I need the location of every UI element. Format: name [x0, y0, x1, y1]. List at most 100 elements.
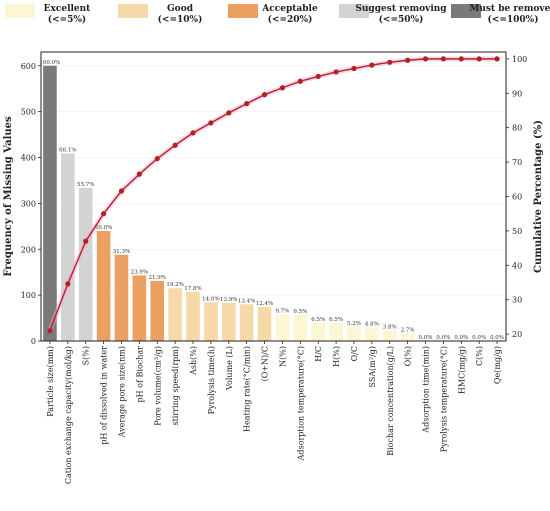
- bar-data-label: 21.9%: [149, 275, 166, 281]
- cumulative-point: [279, 85, 286, 91]
- bar: [382, 330, 397, 341]
- bar: [221, 302, 236, 341]
- cumulative-point: [369, 62, 375, 68]
- x-tick-label: pH of Biochar: [135, 346, 144, 403]
- cumulative-point: [47, 328, 53, 334]
- bar-data-label: 55.7%: [77, 182, 94, 188]
- bar: [150, 280, 165, 341]
- x-tick-label: Cation exchange capacity(mol/kg): [64, 346, 73, 484]
- y2-tick-label: 90: [512, 89, 522, 98]
- legend-sublabel: (<=100%): [488, 14, 539, 25]
- bar: [347, 326, 361, 341]
- cumulative-point: [154, 156, 160, 162]
- bar: [96, 230, 111, 341]
- bar: [293, 314, 308, 341]
- bar-data-label: 0.0%: [454, 335, 468, 341]
- cumulative-point: [190, 130, 196, 136]
- bar: [275, 314, 290, 341]
- cumulative-point: [458, 56, 464, 62]
- cumulative-point: [172, 142, 178, 148]
- bar-data-label: 13.9%: [220, 297, 237, 303]
- legend-label: Acceptable: [261, 4, 318, 14]
- x-axis: Particle size(mm) Cation exchange capacit…: [46, 341, 502, 484]
- bar-data-label: 4.8%: [365, 322, 379, 328]
- y-tick-label: 100: [21, 291, 36, 300]
- bar: [114, 254, 129, 341]
- bar-data-label: 0.0%: [472, 335, 486, 341]
- bar-data-label: 0.0%: [419, 335, 433, 341]
- cumulative-point: [422, 56, 429, 62]
- legend-swatch: [118, 4, 148, 18]
- y-tick-label: 0: [31, 337, 36, 346]
- y2-tick-label: 40: [512, 261, 522, 270]
- legend-swatch: [451, 4, 481, 18]
- y2-tick-label: 80: [512, 124, 522, 133]
- x-tick-label: S(%): [82, 346, 91, 365]
- y-axis-title: Frequency of Missing Values: [3, 116, 14, 277]
- cumulative-point: [494, 56, 500, 62]
- y-tick-label: 300: [21, 199, 36, 208]
- cumulative-point: [387, 59, 393, 65]
- cumulative-point: [351, 65, 357, 72]
- bar-data-label: 0.0%: [490, 335, 504, 341]
- bar-data-label: 2.7%: [401, 328, 415, 334]
- cumulative-line: [47, 56, 500, 334]
- y2-tick-label: 70: [512, 158, 522, 167]
- x-tick-label: pH of dissolved in water: [100, 346, 109, 445]
- x-tick-label: Pyrolysis time(h): [207, 346, 216, 414]
- legend-sublabel: (<=5%): [48, 14, 86, 25]
- x-tick-label: Volume (L): [225, 346, 234, 391]
- x-tick-label: Particle size(mm): [46, 346, 55, 417]
- x-tick-label: Heating rate(°C/min): [243, 346, 252, 432]
- cumulative-point: [136, 171, 142, 177]
- x-tick-label: (O+N)/C: [261, 346, 270, 381]
- bar: [239, 304, 254, 341]
- plot-frame: [40, 51, 507, 342]
- bar-data-label: 19.2%: [166, 282, 183, 288]
- cumulative-point: [476, 56, 482, 62]
- cumulative-point: [244, 101, 250, 107]
- data-labels: 100.0% 68.1% 55.7% 40.0% 31.3% 23.9%21.9%19.2…: [39, 60, 504, 341]
- bar-data-label: 68.1%: [59, 147, 76, 153]
- bar: [329, 323, 343, 341]
- legend-sublabel: (<=50%): [379, 14, 424, 25]
- y2-tick-label: 60: [512, 193, 522, 202]
- bar-data-label: 3.8%: [383, 324, 397, 330]
- legend: Excellent(<=5%) Good(<=10%) Acceptable(<=2…: [5, 4, 550, 25]
- bar: [311, 323, 326, 341]
- bar: [257, 307, 272, 341]
- cumulative-point: [100, 211, 107, 217]
- x-tick-label: Average pore size(nm): [117, 346, 126, 438]
- x-tick-label: H/C: [314, 346, 323, 362]
- legend-label: Good: [167, 4, 194, 14]
- x-tick-label: C(%): [475, 346, 484, 366]
- x-tick-label: Adsorption time(min): [422, 346, 431, 434]
- cumulative-point: [440, 56, 447, 62]
- bar-data-label: 12.4%: [256, 301, 273, 307]
- x-tick-label: N(%): [278, 346, 287, 367]
- cumulative-point: [65, 281, 71, 287]
- bar: [132, 275, 147, 341]
- legend-label: Must be removed: [469, 4, 550, 14]
- bar: [204, 302, 218, 341]
- bar: [400, 333, 415, 341]
- legend-sublabel: (<=20%): [268, 14, 313, 25]
- x-tick-label: O(%): [404, 346, 413, 366]
- cumulative-point: [405, 57, 411, 63]
- legend-label: Suggest removing: [355, 4, 447, 14]
- bar: [186, 291, 200, 341]
- cumulative-point: [83, 238, 89, 244]
- bar-data-label: 40.0%: [95, 225, 112, 231]
- bar-data-label: 14.0%: [202, 296, 219, 302]
- bar-data-label: 17.8%: [184, 286, 201, 292]
- y-axis-right: 20 30 40 50 60 70 80 90 100: [506, 55, 527, 339]
- cumulative-point: [297, 78, 303, 84]
- cumulative-point: [315, 73, 321, 80]
- bar-data-label: 9.7%: [275, 308, 289, 314]
- bar-data-label: 31.3%: [113, 249, 130, 255]
- bar: [168, 288, 182, 341]
- y2-axis-title: Cumulative Percentage (%): [533, 120, 544, 273]
- bar: [78, 187, 93, 341]
- cumulative-point: [226, 110, 232, 116]
- x-tick-label: Qe(mg/g): [493, 346, 502, 384]
